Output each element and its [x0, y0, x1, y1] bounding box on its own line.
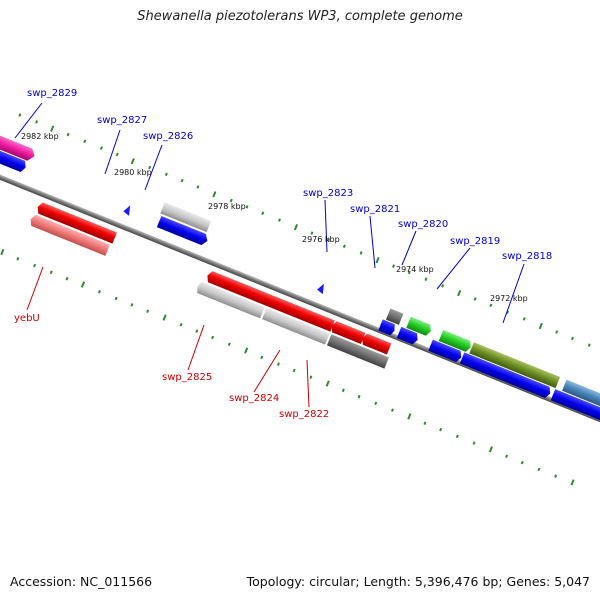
gene-label-swp_2819[interactable]: swp_2819: [450, 236, 500, 247]
gene-swp_2824[interactable]: [262, 308, 330, 345]
gene-small-blue-b: [396, 326, 418, 345]
gene-yebU[interactable]: [28, 214, 110, 256]
kbp-label-2978: 2978 kbp: [208, 202, 246, 211]
gene-label-swp_2821[interactable]: swp_2821: [350, 204, 400, 215]
gene-blue-d: [459, 352, 551, 398]
gene-light-gray-rev: [197, 281, 265, 319]
gene-swp_2829[interactable]: [0, 135, 37, 163]
gene-label-yebU[interactable]: yebU: [14, 313, 40, 324]
gene-label-swp_2827[interactable]: swp_2827: [97, 115, 147, 126]
kbp-label-2982: 2982 kbp: [21, 132, 59, 141]
inner-tick-ring: [0, 248, 575, 486]
gene-red-c: [362, 333, 392, 355]
gene-swp_2826[interactable]: [156, 215, 210, 247]
gene-swp_2819[interactable]: [469, 342, 561, 389]
gene-reverse-red-a: [37, 202, 117, 244]
kbp-label-2974: 2974 kbp: [396, 265, 434, 274]
kbp-label-2980: 2980 kbp: [114, 168, 152, 177]
gene-small-blue-a: [378, 319, 395, 336]
gene-forward-left-edge: [0, 148, 26, 173]
genome-backbone: [0, 161, 600, 436]
gene-blue-c: [428, 339, 462, 363]
kbp-label-2972: 2972 kbp: [490, 294, 528, 303]
kbp-label-2976: 2976 kbp: [302, 235, 340, 244]
gene-label-swp_2822[interactable]: swp_2822: [279, 409, 329, 420]
gene-label-swp_2825[interactable]: swp_2825: [162, 372, 212, 383]
gene-swp_2823[interactable]: [385, 308, 404, 325]
gene-swp_2827[interactable]: [160, 202, 212, 233]
gene-label-swp_2818[interactable]: swp_2818: [502, 251, 552, 262]
gene-label-swp_2824[interactable]: swp_2824: [229, 393, 279, 404]
gene-swp_2825[interactable]: [205, 270, 335, 332]
gene-label-swp_2826[interactable]: swp_2826: [143, 131, 193, 142]
genome-summary-text: Topology: circular; Length: 5,396,476 bp…: [246, 574, 590, 589]
accession-text: Accession: NC_011566: [10, 574, 153, 589]
map-title: Shewanella piezotolerans WP3, complete g…: [137, 9, 463, 24]
gene-label-swp_2820[interactable]: swp_2820: [398, 219, 448, 230]
gene-swp_2820[interactable]: [438, 329, 473, 353]
gene-swp_2818[interactable]: [562, 379, 600, 415]
gene-label-swp_2829[interactable]: swp_2829: [27, 88, 77, 99]
gene-swp_2822[interactable]: [326, 334, 389, 369]
gene-red-b: [331, 321, 366, 345]
gene-blue-e: [550, 389, 600, 427]
leader-lines: [14, 102, 525, 408]
strand-marker-right: [317, 283, 324, 295]
gene-swp_2821[interactable]: [406, 316, 433, 337]
gene-label-swp_2823[interactable]: swp_2823: [303, 188, 353, 199]
outer-tick-ring: [18, 113, 591, 347]
strand-marker-left: [123, 205, 131, 216]
